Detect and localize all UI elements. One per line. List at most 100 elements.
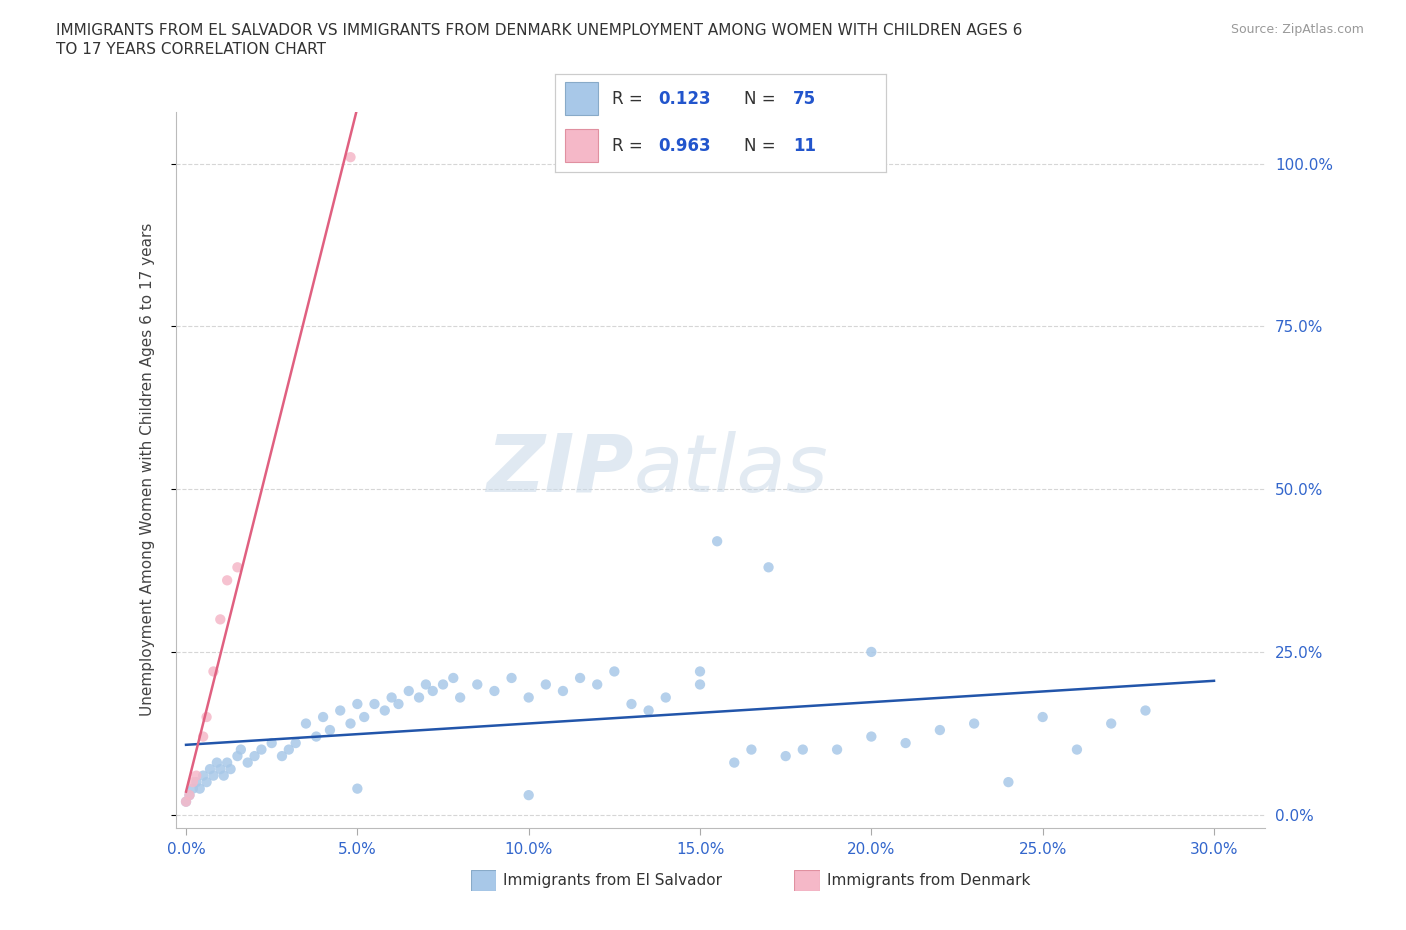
Point — [202, 664, 225, 679]
Point — [825, 742, 848, 757]
Point — [243, 749, 266, 764]
Point — [398, 684, 420, 698]
Point — [205, 755, 228, 770]
Text: IMMIGRANTS FROM EL SALVADOR VS IMMIGRANTS FROM DENMARK UNEMPLOYMENT AMONG WOMEN : IMMIGRANTS FROM EL SALVADOR VS IMMIGRANT… — [56, 23, 1022, 38]
Point — [963, 716, 986, 731]
Point — [195, 710, 218, 724]
Point — [997, 775, 1019, 790]
Text: N =: N = — [744, 137, 780, 154]
Text: Immigrants from Denmark: Immigrants from Denmark — [827, 873, 1031, 888]
Point — [186, 775, 208, 790]
Point — [415, 677, 437, 692]
Point — [305, 729, 328, 744]
Point — [689, 677, 711, 692]
Point — [346, 697, 368, 711]
Point — [928, 723, 950, 737]
Point — [209, 762, 232, 777]
Point — [381, 690, 404, 705]
Y-axis label: Unemployment Among Women with Children Ages 6 to 17 years: Unemployment Among Women with Children A… — [141, 223, 155, 716]
Point — [517, 788, 540, 803]
Text: TO 17 YEARS CORRELATION CHART: TO 17 YEARS CORRELATION CHART — [56, 42, 326, 57]
Point — [655, 690, 678, 705]
Point — [534, 677, 557, 692]
Point — [603, 664, 626, 679]
Point — [363, 697, 385, 711]
Point — [758, 560, 780, 575]
Text: ZIP: ZIP — [486, 431, 633, 509]
Text: 0.963: 0.963 — [658, 137, 710, 154]
Point — [517, 690, 540, 705]
Point — [312, 710, 335, 724]
Point — [188, 781, 211, 796]
Point — [637, 703, 659, 718]
Text: 11: 11 — [793, 137, 817, 154]
Point — [198, 762, 221, 777]
Point — [775, 749, 797, 764]
Point — [339, 150, 361, 165]
Point — [422, 684, 444, 698]
Point — [209, 612, 232, 627]
Point — [179, 788, 201, 803]
Point — [569, 671, 592, 685]
Point — [181, 781, 204, 796]
Point — [387, 697, 409, 711]
Point — [226, 749, 249, 764]
Point — [374, 703, 396, 718]
Point — [229, 742, 252, 757]
Point — [353, 710, 375, 724]
Point — [408, 690, 430, 705]
Point — [1099, 716, 1122, 731]
Point — [181, 775, 204, 790]
Point — [339, 716, 361, 731]
Point — [689, 664, 711, 679]
Point — [346, 781, 368, 796]
Point — [319, 723, 342, 737]
Text: R =: R = — [612, 137, 648, 154]
Point — [1032, 710, 1054, 724]
Point — [236, 755, 259, 770]
Text: 0.123: 0.123 — [658, 90, 710, 108]
Point — [284, 736, 307, 751]
Point — [551, 684, 574, 698]
Point — [191, 768, 214, 783]
Point — [860, 729, 883, 744]
Point — [449, 690, 471, 705]
Point — [860, 644, 883, 659]
Point — [212, 768, 235, 783]
Point — [792, 742, 814, 757]
Point — [250, 742, 273, 757]
Point — [740, 742, 762, 757]
Point — [295, 716, 318, 731]
Text: N =: N = — [744, 90, 780, 108]
Bar — [565, 129, 599, 163]
Point — [217, 755, 239, 770]
Point — [260, 736, 283, 751]
Point — [277, 742, 299, 757]
Text: Source: ZipAtlas.com: Source: ZipAtlas.com — [1230, 23, 1364, 36]
Text: atlas: atlas — [633, 431, 828, 509]
Point — [217, 573, 239, 588]
Point — [271, 749, 294, 764]
Point — [894, 736, 917, 751]
Point — [174, 794, 197, 809]
Point — [432, 677, 454, 692]
Point — [586, 677, 609, 692]
Point — [1066, 742, 1088, 757]
Point — [501, 671, 523, 685]
Text: Immigrants from El Salvador: Immigrants from El Salvador — [503, 873, 723, 888]
Point — [1135, 703, 1157, 718]
Point — [706, 534, 728, 549]
Point — [179, 788, 201, 803]
Point — [329, 703, 352, 718]
Point — [441, 671, 464, 685]
Text: R =: R = — [612, 90, 648, 108]
Text: 75: 75 — [793, 90, 817, 108]
Point — [195, 775, 218, 790]
Point — [186, 768, 208, 783]
Point — [484, 684, 506, 698]
Point — [465, 677, 488, 692]
Point — [202, 768, 225, 783]
Bar — [565, 82, 599, 115]
Point — [219, 762, 242, 777]
Point — [174, 794, 197, 809]
